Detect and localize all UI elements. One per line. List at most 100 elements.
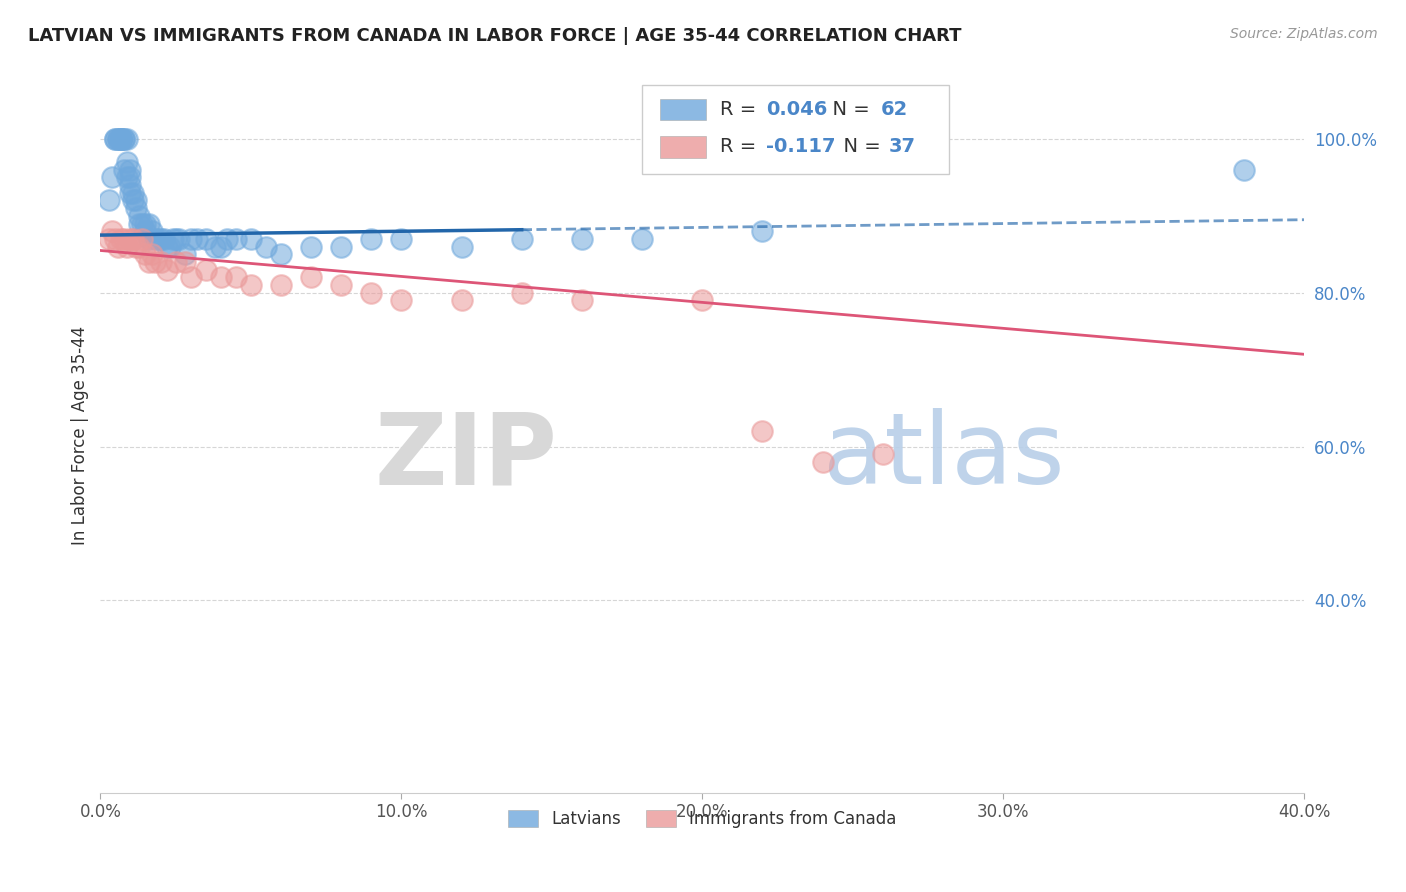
Text: 37: 37	[889, 137, 915, 156]
Point	[122, 186, 145, 200]
Point	[134, 224, 156, 238]
Point	[165, 255, 187, 269]
Point	[194, 232, 217, 246]
Point	[110, 132, 132, 146]
Point	[112, 232, 135, 246]
Point	[125, 239, 148, 253]
Point	[510, 232, 533, 246]
Text: N =: N =	[820, 100, 876, 120]
Point	[209, 270, 232, 285]
Point	[165, 232, 187, 246]
Point	[571, 293, 593, 308]
Point	[690, 293, 713, 308]
Point	[872, 447, 894, 461]
Point	[225, 232, 247, 246]
Point	[330, 278, 353, 293]
Point	[751, 424, 773, 438]
Point	[117, 239, 139, 253]
Point	[112, 132, 135, 146]
Point	[120, 186, 142, 200]
Point	[101, 224, 124, 238]
Point	[120, 178, 142, 193]
Point	[112, 132, 135, 146]
Text: N =: N =	[831, 137, 887, 156]
Text: 62: 62	[880, 100, 908, 120]
Point	[450, 293, 472, 308]
Point	[225, 270, 247, 285]
Point	[360, 232, 382, 246]
Point	[112, 162, 135, 177]
Point	[389, 293, 412, 308]
Point	[107, 132, 129, 146]
Point	[215, 232, 238, 246]
Point	[120, 232, 142, 246]
Point	[110, 132, 132, 146]
Text: R =: R =	[720, 137, 763, 156]
Point	[141, 224, 163, 238]
Point	[117, 132, 139, 146]
Point	[1233, 162, 1256, 177]
Bar	[661, 99, 706, 120]
Point	[110, 132, 132, 146]
Point	[104, 232, 127, 246]
Bar	[661, 136, 706, 158]
Point	[138, 232, 160, 246]
Point	[107, 132, 129, 146]
Legend: Latvians, Immigrants from Canada: Latvians, Immigrants from Canada	[501, 803, 903, 834]
Text: 0.046: 0.046	[766, 100, 828, 120]
Point	[167, 232, 190, 246]
Point	[631, 232, 654, 246]
Point	[510, 285, 533, 300]
Point	[110, 132, 132, 146]
Point	[122, 194, 145, 208]
Point	[162, 232, 184, 246]
Point	[270, 247, 292, 261]
Point	[180, 232, 202, 246]
Text: R =: R =	[720, 100, 763, 120]
Point	[122, 232, 145, 246]
FancyBboxPatch shape	[643, 85, 949, 174]
Point	[811, 455, 834, 469]
Point	[152, 232, 174, 246]
Point	[571, 232, 593, 246]
Point	[138, 217, 160, 231]
Point	[131, 232, 153, 246]
Point	[254, 239, 277, 253]
Point	[299, 270, 322, 285]
Point	[173, 247, 195, 261]
Y-axis label: In Labor Force | Age 35-44: In Labor Force | Age 35-44	[72, 326, 89, 545]
Text: ZIP: ZIP	[375, 408, 558, 505]
Point	[101, 170, 124, 185]
Text: Source: ZipAtlas.com: Source: ZipAtlas.com	[1230, 27, 1378, 41]
Point	[134, 247, 156, 261]
Point	[194, 262, 217, 277]
Point	[155, 262, 177, 277]
Text: -0.117: -0.117	[766, 137, 835, 156]
Point	[143, 232, 166, 246]
Point	[128, 217, 150, 231]
Point	[141, 247, 163, 261]
Point	[159, 239, 181, 253]
Point	[149, 255, 172, 269]
Point	[134, 217, 156, 231]
Point	[125, 201, 148, 215]
Point	[146, 232, 169, 246]
Point	[107, 239, 129, 253]
Point	[131, 217, 153, 231]
Point	[389, 232, 412, 246]
Point	[155, 239, 177, 253]
Point	[110, 232, 132, 246]
Text: LATVIAN VS IMMIGRANTS FROM CANADA IN LABOR FORCE | AGE 35-44 CORRELATION CHART: LATVIAN VS IMMIGRANTS FROM CANADA IN LAB…	[28, 27, 962, 45]
Point	[98, 194, 121, 208]
Point	[117, 170, 139, 185]
Point	[143, 255, 166, 269]
Point	[270, 278, 292, 293]
Point	[204, 239, 226, 253]
Point	[450, 239, 472, 253]
Point	[104, 132, 127, 146]
Point	[209, 239, 232, 253]
Point	[149, 232, 172, 246]
Point	[186, 232, 208, 246]
Point	[239, 278, 262, 293]
Point	[138, 255, 160, 269]
